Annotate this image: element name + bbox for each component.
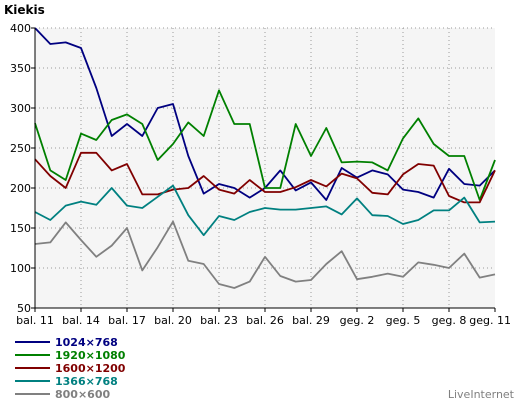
x-tick-label: bal. 26 <box>246 314 284 327</box>
series-line-3 <box>34 184 496 237</box>
legend-label: 1024×768 <box>55 336 118 349</box>
legend-label: 1920×1080 <box>55 349 126 362</box>
series-line-1 <box>34 89 496 201</box>
x-tick-label: bal. 23 <box>200 314 238 327</box>
y-tick-label: 350 <box>10 62 31 75</box>
y-tick-label: 50 <box>17 302 31 315</box>
y-tick-label: 250 <box>10 142 31 155</box>
x-tick-label: bal. 29 <box>292 314 330 327</box>
y-tick-label: 150 <box>10 222 31 235</box>
legend-label: 1600×1200 <box>55 362 126 375</box>
x-tick-label: bal. 11 <box>16 314 54 327</box>
legend-label: 1366×768 <box>55 375 118 388</box>
x-tick-label: bal. 20 <box>154 314 192 327</box>
legend-label: 800×600 <box>55 388 110 401</box>
credit-label: LiveInternet <box>448 388 515 401</box>
series-line-4 <box>34 220 496 289</box>
y-tick-label: 200 <box>10 182 31 195</box>
y-tick-label: 100 <box>10 262 31 275</box>
series-lines <box>34 27 496 289</box>
y-axis-ticks: 50 100 150 200 250 300 350 400 <box>10 22 35 315</box>
legend: 1024×7681920×10801600×12001366×768800×60… <box>15 336 126 401</box>
x-tick-label: geg. 8 <box>432 314 467 327</box>
x-tick-label: geg. 11 <box>469 314 511 327</box>
series-line-2 <box>34 151 496 204</box>
x-tick-label: bal. 14 <box>62 314 100 327</box>
x-tick-label: geg. 2 <box>340 314 375 327</box>
x-tick-label: geg. 5 <box>386 314 421 327</box>
y-tick-label: 400 <box>10 22 31 35</box>
x-axis-ticks: bal. 11 bal. 14 bal. 17 bal. 20 bal. 23 bal. … <box>16 308 511 327</box>
y-tick-label: 300 <box>10 102 31 115</box>
x-tick-label: bal. 17 <box>108 314 146 327</box>
chart-title: Kiekis <box>4 3 45 17</box>
